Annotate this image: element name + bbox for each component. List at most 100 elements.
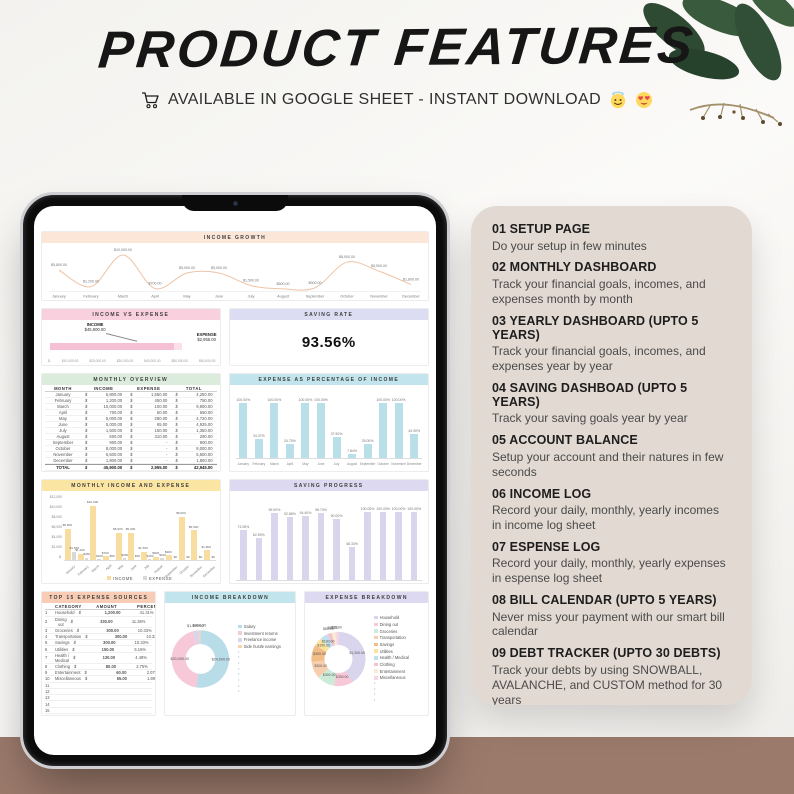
- chart-element: 99.00%: [267, 495, 283, 580]
- chart-element: $750.00: [171, 398, 216, 403]
- chart-element: October: [377, 462, 389, 466]
- chart-element: January: [64, 561, 77, 576]
- chart-element: July: [59, 428, 67, 433]
- chart-element: $: [130, 458, 133, 463]
- chart-element: 12: [45, 689, 153, 696]
- chart-element: [238, 637, 242, 642]
- chart-element: $1,500.00: [187, 624, 204, 628]
- chart-element: $5,000.00: [81, 416, 126, 421]
- chart-element: [140, 551, 147, 560]
- chart-element: $130.00: [69, 655, 119, 660]
- chart-element: •: [374, 697, 376, 702]
- chart-element: MONTH INCOME EXPENSE TOTAL: [45, 386, 217, 392]
- chart-element: $4,250.00: [171, 392, 216, 397]
- chart-element: 600.00: [109, 434, 123, 439]
- chart-element: July: [248, 295, 255, 299]
- chart-element: $280: [121, 552, 129, 557]
- chart-element: [374, 669, 378, 673]
- chart-element: 650.00: [199, 410, 213, 415]
- chart-element: $: [85, 410, 88, 415]
- chart-element: 310.00: [154, 434, 168, 439]
- income-breakdown-donut: $24,000.00 $20,000.00 $1,500.00 $400.00 Sala…: [165, 603, 295, 715]
- chart-element: 7: [45, 655, 48, 661]
- chart-element: June: [127, 561, 140, 574]
- chart-element: 2,955.00: [151, 465, 168, 470]
- chart-element: 37.90%: [330, 432, 343, 437]
- feature-description: Setup your account and their natures in …: [492, 449, 724, 479]
- chart-element: 5,000.00: [105, 416, 123, 421]
- chart-element: $900.00: [81, 440, 126, 445]
- halo-smile-emoji: [610, 91, 626, 109]
- chart-element: 13: [45, 695, 153, 702]
- chart-element: Utilities: [374, 649, 426, 654]
- feature-item: 07 ESPENSE LOG Record your daily, monthly…: [492, 540, 731, 586]
- chart-element: $4,720.00: [171, 416, 216, 421]
- chart-element: $: [175, 458, 178, 463]
- chart-element: [65, 528, 72, 560]
- expense-breakdown-donut: $1,200.00 $330.00 $300.00 $300.00 $300.00 $15…: [305, 603, 428, 715]
- chart-element: $50.00: [126, 410, 171, 415]
- chart-element: 13: [45, 695, 50, 701]
- chart-element: [238, 644, 242, 649]
- feature-description: Track your financial goals, incomes, and…: [492, 344, 706, 373]
- chart-element: $-: [126, 440, 171, 445]
- chart-element: [166, 555, 173, 560]
- chart-element: 92.86%: [282, 495, 298, 580]
- chart-element: 100.00%: [267, 389, 283, 458]
- chart-element: $: [175, 446, 178, 451]
- chart-element: 700.00: [109, 410, 123, 415]
- chart-element: $700.00: [149, 281, 162, 285]
- chart-element: 7.84%: [344, 389, 360, 458]
- chart-legend: Household Dining out Groceries Transportati…: [374, 615, 428, 703]
- chart-element: 100.00%: [391, 507, 406, 511]
- chart-element: [301, 402, 310, 458]
- chart-element: 98.70%: [315, 507, 327, 512]
- page-title: PRODUCT FEATURES: [96, 16, 699, 80]
- chart-element: December: [406, 462, 422, 466]
- chart-element: 3 Groceries $300.00 10.33%: [45, 628, 153, 634]
- chart-element: 73.28%: [237, 525, 250, 530]
- chart-element: March: [57, 404, 69, 409]
- chart-element: $: [175, 404, 178, 409]
- chart-element: [271, 512, 278, 580]
- feature-item: 02 MONTHLY DASHBOARD Track your financial…: [492, 260, 731, 306]
- chart-element: 100.00%: [376, 507, 391, 511]
- chart-element: 48.33%: [344, 495, 360, 580]
- chart-element: October: [340, 295, 354, 299]
- chart-element: 8,000.00: [105, 446, 123, 451]
- chart-element: MONTH INCOME EXPENSE TOTAL January $5,800.00 $…: [42, 385, 220, 471]
- chart-element: •: [238, 649, 240, 654]
- chart-element: 15: [45, 708, 153, 714]
- panel-title: EXPENSE AS PERCENTAGE OF INCOME: [229, 374, 428, 385]
- chart-element: January: [64, 564, 76, 576]
- chart-element: $10,000: [49, 505, 62, 509]
- income-vs-expense-chart: INCOME $45,900.00 EXPENSE $2,955.00 $- $10,…: [42, 320, 220, 365]
- chart-element: [147, 559, 152, 560]
- chart-element: •: [238, 677, 240, 682]
- panel-title: INCOME GROWTH: [42, 232, 428, 243]
- chart-element: $: [130, 452, 133, 457]
- chart-element: $310: [159, 552, 167, 557]
- chart-element: Savings: [374, 642, 426, 647]
- chart-element: $5,800.00: [81, 392, 126, 397]
- feature-item: 04 SAVING DASHBOAD (UPTO 5 YEARS) Track y…: [492, 381, 731, 426]
- chart-element: $: [84, 676, 88, 682]
- chart-element: $24,000.00: [212, 657, 231, 661]
- chart-element: August: [347, 462, 357, 466]
- chart-element: [316, 402, 325, 458]
- chart-element: 900.00: [199, 440, 213, 445]
- chart-element: 8,000.00: [196, 446, 213, 451]
- chart-element: [173, 343, 182, 350]
- chart-element: $700 $50: [102, 495, 115, 560]
- chart-element: August: [56, 434, 70, 439]
- chart-element: 4,935.00: [196, 422, 213, 427]
- chart-element: $60.00: [81, 670, 131, 675]
- chart-element: April $700.00 $50.00 $650.00: [45, 410, 217, 416]
- chart-element: Investment returns: [238, 631, 293, 636]
- chart-element: INCOME: [86, 322, 104, 327]
- chart-element: December: [402, 295, 420, 299]
- feature-item: 01 SETUP PAGE Do your setup in few minute…: [492, 222, 731, 253]
- chart-element: May: [117, 563, 125, 571]
- chart-element: INCOME: [93, 386, 114, 391]
- chart-element: [270, 402, 279, 458]
